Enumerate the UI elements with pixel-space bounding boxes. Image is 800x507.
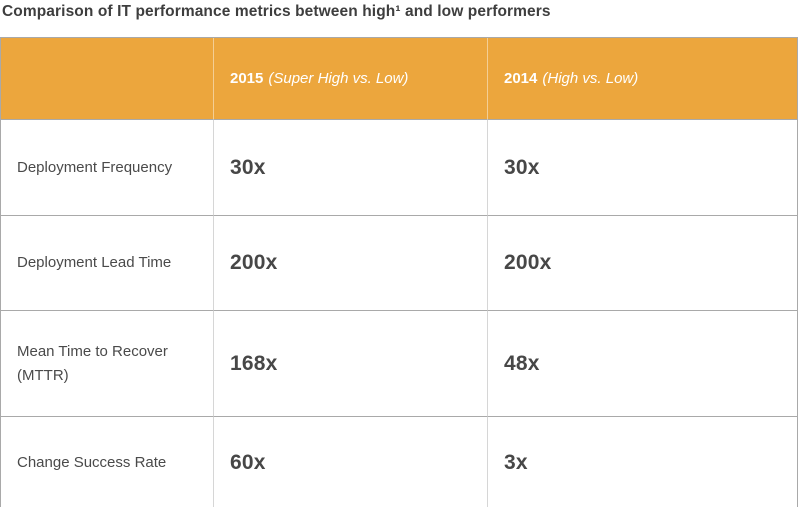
table-row-mttr-2014: 48x (487, 310, 797, 416)
table-row-deployment-frequency-2014: 30x (487, 119, 797, 215)
comparison-table: 2015 (Super High vs. Low) 2014 (High vs.… (0, 37, 798, 507)
metric-label: Deployment Frequency (17, 158, 173, 176)
metric-label: Deployment Lead Time (17, 254, 172, 271)
table-row-deployment-frequency-label: Deployment Frequency (1, 119, 213, 215)
table-row-deployment-lead-time-label: Deployment Lead Time (1, 215, 213, 310)
metric-value: 30x (230, 155, 266, 179)
table-row-change-success-rate-label: Change Success Rate (1, 416, 213, 507)
metric-value: 200x (230, 251, 278, 274)
column-header-2014-year: 2014 (504, 70, 538, 87)
table-row-change-success-rate-2015: 60x (213, 416, 487, 507)
table-row-change-success-rate-2014: 3x (487, 416, 797, 507)
column-header-2015-year: 2015 (230, 70, 264, 87)
metric-value: 60x (230, 450, 266, 474)
page-title: Comparison of IT performance metrics bet… (2, 3, 551, 20)
table-row-deployment-frequency-2015: 30x (213, 119, 487, 215)
column-header-2014-note: (High vs. Low) (542, 70, 639, 87)
column-header-2015-note: (Super High vs. Low) (268, 70, 409, 87)
metric-value: 200x (504, 251, 552, 274)
metric-value: 168x (230, 351, 278, 375)
table-row-deployment-lead-time-2014: 200x (487, 215, 797, 310)
metric-label: Mean Time to Recover (MTTR) (17, 342, 168, 384)
table-row-mttr-2015: 168x (213, 310, 487, 416)
column-header-2015: 2015 (Super High vs. Low) (213, 38, 487, 119)
metric-value: 48x (504, 351, 540, 375)
column-header-empty (1, 38, 213, 119)
column-header-2014: 2014 (High vs. Low) (487, 38, 797, 119)
metric-value: 30x (504, 155, 540, 179)
metric-value: 3x (504, 450, 528, 474)
table-row-deployment-lead-time-2015: 200x (213, 215, 487, 310)
table-row-mttr-label: Mean Time to Recover (MTTR) (1, 310, 213, 416)
metric-label: Change Success Rate (17, 453, 167, 471)
